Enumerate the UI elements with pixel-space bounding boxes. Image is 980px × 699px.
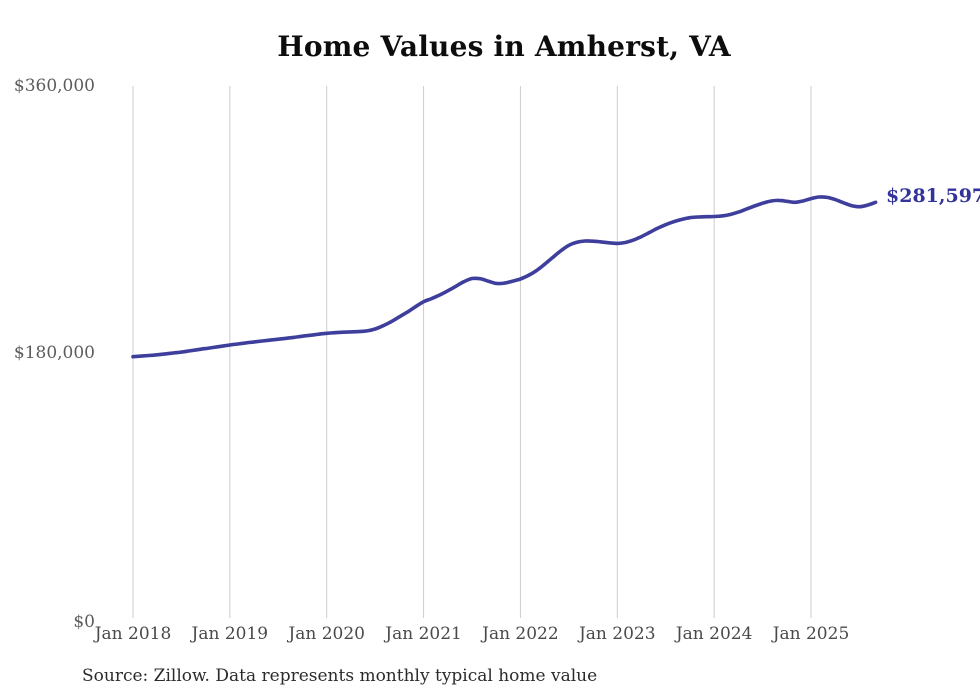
x-axis-tick-label: Jan 2019: [191, 624, 269, 644]
y-axis-tick-label: $180,000: [13, 343, 95, 363]
gridline-group: [132, 86, 812, 618]
x-axis-tick-label: Jan 2020: [288, 624, 365, 644]
end-value-label: $281,597: [886, 185, 980, 207]
x-axis-tick-label: Jan 2018: [94, 624, 172, 644]
x-axis-tick-label: Jan 2025: [772, 624, 850, 644]
x-axis-tick-label: Jan 2021: [385, 624, 462, 644]
x-axis-tick-label: Jan 2023: [578, 624, 656, 644]
x-axis-tick-label: Jan 2024: [675, 624, 753, 644]
x-axis-tick-label: Jan 2022: [482, 624, 559, 644]
y-axis-tick-label: $0: [73, 612, 95, 632]
source-note: Source: Zillow. Data represents monthly …: [82, 666, 598, 686]
chart-title: Home Values in Amherst, VA: [277, 30, 731, 63]
value-line: [131, 195, 878, 359]
y-axis-tick-label: $360,000: [13, 76, 95, 96]
